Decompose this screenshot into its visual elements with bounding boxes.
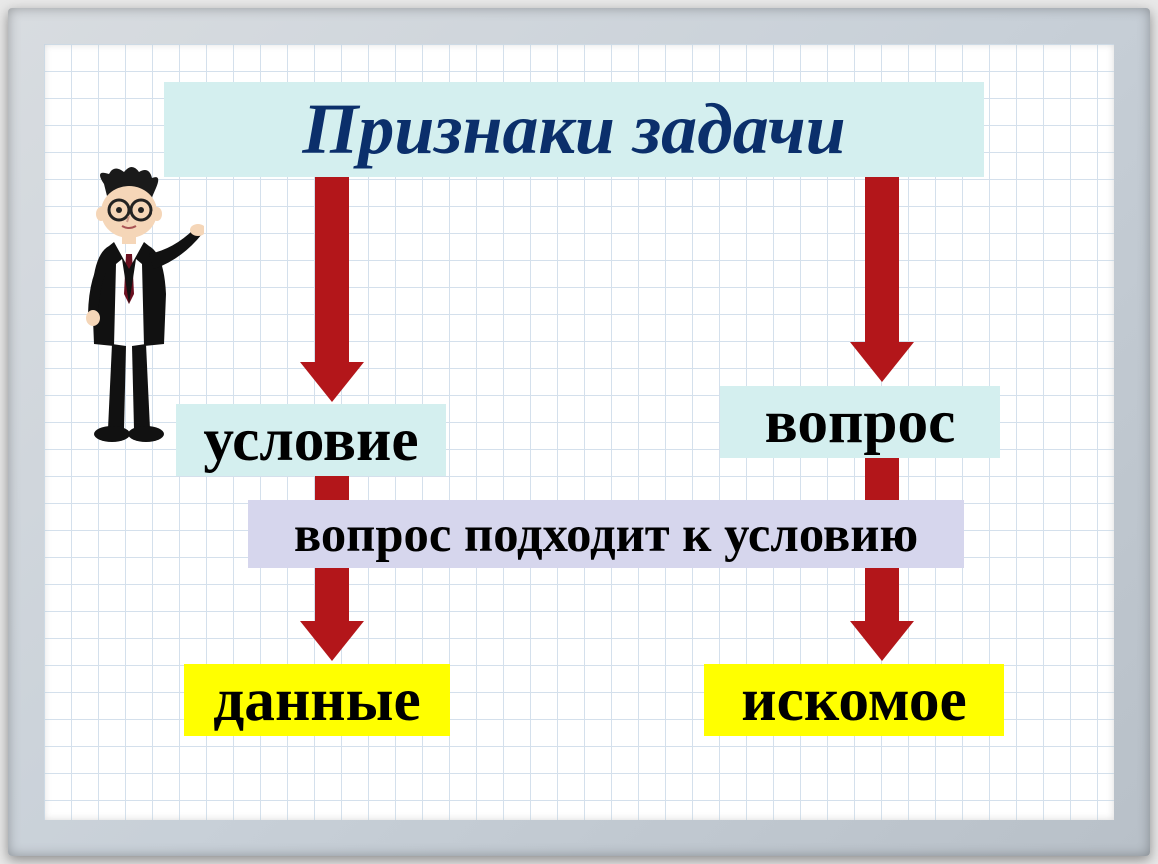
arrow-top-left [300, 177, 364, 402]
left-bottom-text: данные [213, 665, 420, 736]
whiteboard-frame: Признаки задачи условие вопрос [8, 8, 1150, 856]
character-icon [54, 164, 204, 454]
right-top-text: вопрос [765, 387, 956, 458]
middle-text: вопрос подходит к условию [294, 505, 918, 563]
right-top-box: вопрос [720, 386, 1000, 458]
left-top-text: условие [203, 405, 418, 476]
middle-box: вопрос подходит к условию [248, 500, 964, 568]
diagram-content: Признаки задачи условие вопрос [44, 44, 1114, 820]
right-bottom-box: искомое [704, 664, 1004, 736]
left-bottom-box: данные [184, 664, 450, 736]
whiteboard-surface: Признаки задачи условие вопрос [44, 44, 1114, 820]
title-box: Признаки задачи [164, 82, 984, 177]
right-bottom-text: искомое [741, 665, 966, 736]
arrow-top-right [850, 177, 914, 382]
left-top-box: условие [176, 404, 446, 476]
title-text: Признаки задачи [302, 88, 845, 171]
